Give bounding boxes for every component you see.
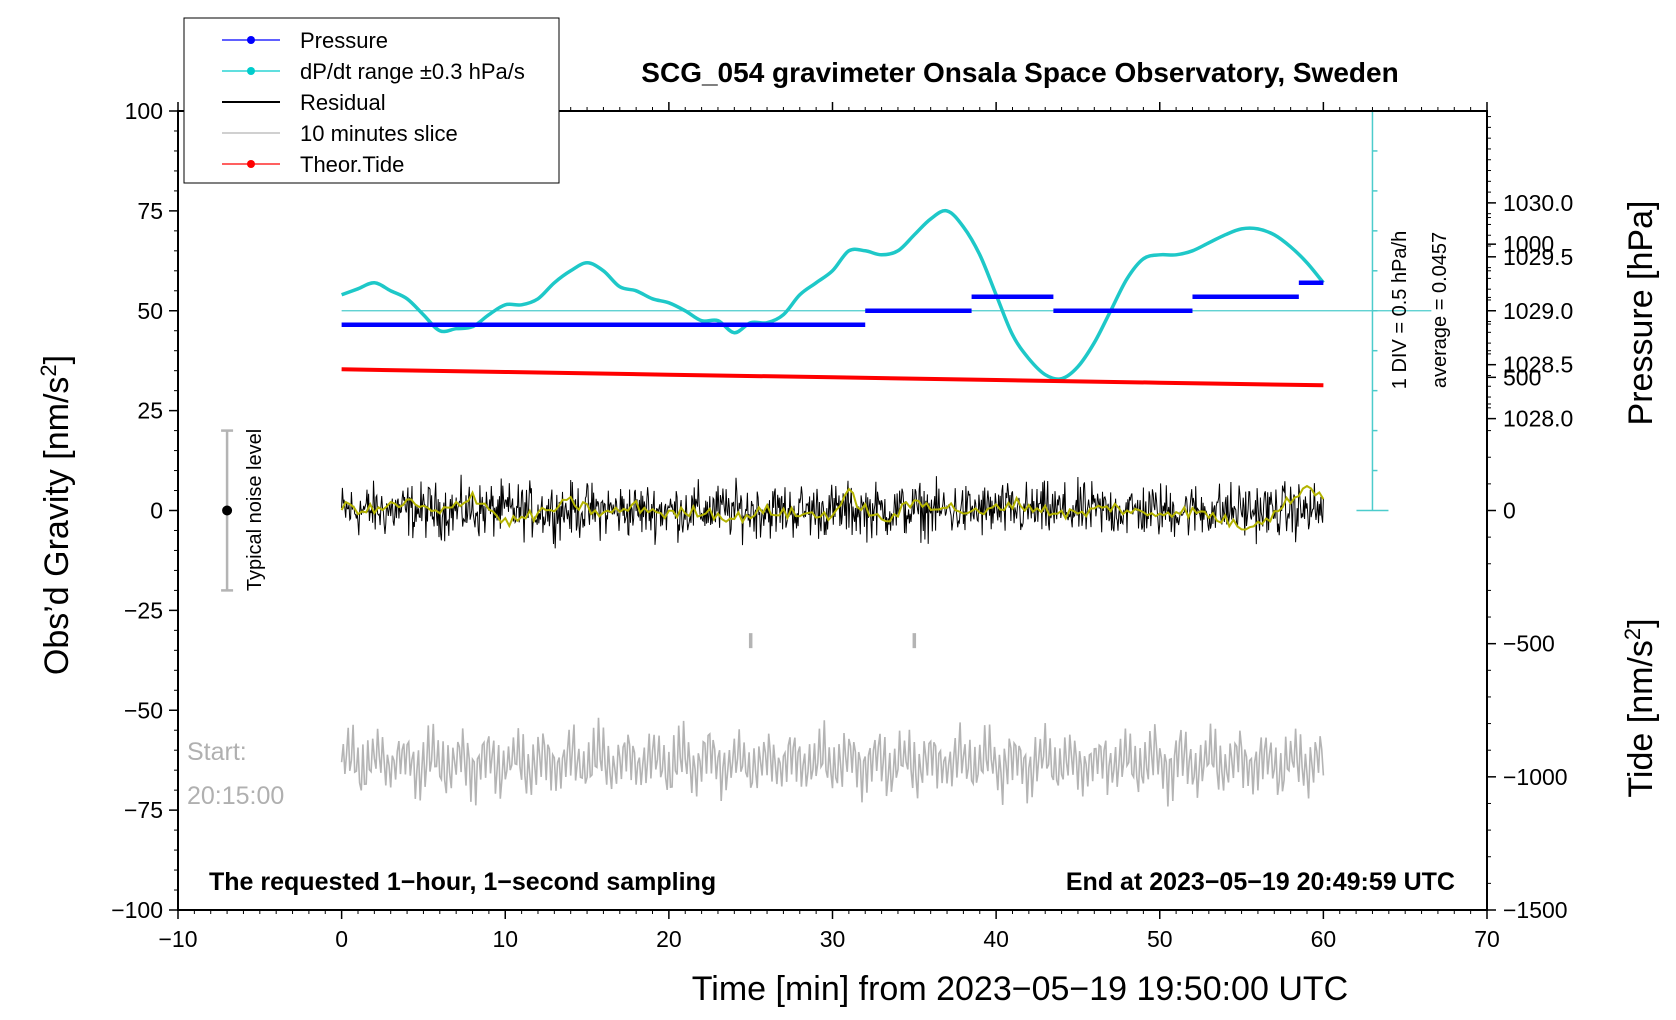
footnote-right: End at 2023−05−19 20:49:59 UTC	[1066, 868, 1455, 896]
legend-label-0: Pressure	[300, 28, 388, 53]
x-tick-label: 30	[820, 926, 846, 952]
y-axis-title-tide-main: Tide [nm/s	[1622, 640, 1660, 797]
legend-label-3: 10 minutes slice	[300, 121, 458, 146]
legend-label-2: Residual	[300, 90, 386, 115]
y-tick-label: −100	[111, 897, 163, 923]
legend-marker-1	[247, 67, 255, 75]
y-tick-label: 50	[137, 298, 163, 324]
noise-level-label: Typical noise level	[244, 429, 266, 591]
noise-level-dot	[222, 505, 233, 516]
y-tick-label: 100	[125, 98, 163, 124]
x-axis-title: Time [min] from 2023−05−19 19:50:00 UTC	[692, 970, 1348, 1008]
pressure-tick-label: 1028.5	[1503, 352, 1573, 378]
dpdt-div-label: 1 DIV = 0.5 hPa/h	[1389, 231, 1411, 389]
residual-line	[341, 474, 1324, 549]
y-tick-label: 25	[137, 398, 163, 424]
y-axis-title-tide-end: ]	[1622, 618, 1660, 627]
y-axis-title-left: Obs’d Gravity [nm/s2]	[36, 355, 76, 675]
legend-label-1: dP/dt range ±0.3 hPa/s	[300, 59, 525, 84]
y-axis-title-tide: Tide [nm/s2]	[1620, 618, 1660, 797]
y-axis-title-tide-sup: 2	[1620, 628, 1645, 640]
tide-tick-label: 500	[1503, 364, 1541, 390]
footnote-left: The requested 1−hour, 1−second sampling	[209, 868, 716, 896]
tide-tick-label: −1500	[1503, 897, 1568, 923]
pressure-tick-label: 1028.0	[1503, 406, 1573, 432]
chart-title: SCG_054 gravimeter Onsala Space Observat…	[641, 57, 1398, 88]
residual-smoothed-line	[340, 484, 1325, 531]
legend: Pressure dP/dt range ±0.3 hPa/s Residual 10…	[183, 17, 560, 184]
x-tick-label: 40	[983, 926, 1009, 952]
x-tick-label: 50	[1147, 926, 1173, 952]
pressure-tick-label: 1030.0	[1503, 190, 1573, 216]
x-tick-label: −10	[158, 926, 197, 952]
x-tick-label: 60	[1311, 926, 1337, 952]
start-time: 20:15:00	[187, 782, 284, 810]
legend-box	[183, 17, 560, 184]
y-axis-title-left-sup: 2	[36, 364, 61, 376]
tide-tick-label: −500	[1503, 631, 1555, 657]
legend-label-4: Theor.Tide	[300, 152, 404, 177]
x-tick-label: 70	[1474, 926, 1500, 952]
pressure-tick-label: 1029.5	[1503, 244, 1573, 270]
start-label: Start:	[187, 738, 247, 766]
y-axis-title-pressure: Pressure [hPa]	[1622, 201, 1660, 426]
tide-tick-label: 0	[1503, 498, 1516, 524]
legend-marker-0	[247, 36, 255, 44]
legend-marker-4	[247, 160, 255, 168]
y-tick-label: −25	[124, 597, 163, 623]
y-tick-label: 75	[137, 198, 163, 224]
y-axis-title-left-end: ]	[38, 355, 76, 364]
y-tick-label: 0	[150, 498, 163, 524]
pressure-tick-label: 1029.0	[1503, 298, 1573, 324]
x-tick-label: 20	[656, 926, 682, 952]
y-tick-label: −50	[124, 697, 163, 723]
tide-tick-label: −1000	[1503, 764, 1568, 790]
x-tick-label: 0	[335, 926, 348, 952]
dpdt-average-label: average = 0.0457	[1429, 232, 1451, 388]
y-axis-title-left-main: Obs’d Gravity [nm/s	[38, 377, 76, 676]
x-tick-label: 10	[492, 926, 518, 952]
dpdt-curve	[341, 208, 1325, 381]
tide-tick-label: 1000	[1503, 231, 1554, 257]
plot-area	[340, 110, 1432, 807]
slice-line	[340, 717, 1325, 807]
tide-line	[341, 367, 1324, 388]
noise-level-indicator: Typical noise level	[221, 429, 266, 592]
axes: −10 0 10 20 30 40 50 60 70−100−75−50−25025507510…	[111, 98, 1573, 952]
y-tick-label: −75	[124, 797, 163, 823]
